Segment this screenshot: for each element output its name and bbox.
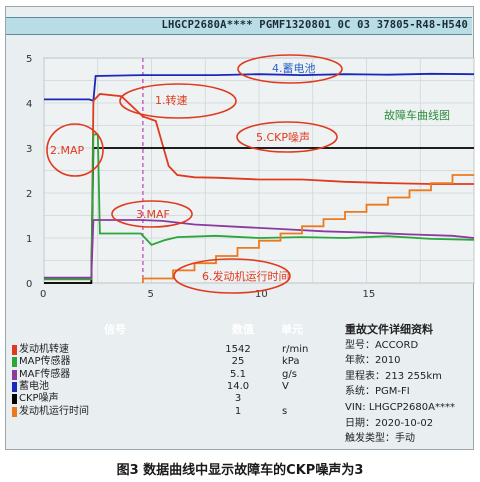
signal-value: 1 [234,405,242,417]
annotation-circle [111,200,193,228]
signal-name: CKP噪声 [19,393,59,405]
table-row: MAP传感器 25 kPa [12,356,316,368]
info-odometer: 里程表：213 255km [345,370,442,382]
annotation-label: 1.转速 [155,93,188,107]
figure-caption: 图3 数据曲线中显示故障车的CKP噪声为3 [116,463,364,478]
x-tick-label: 0 [40,289,46,300]
signal-name: 蓄电池 [19,380,49,392]
info-vin: VIN: LHGCP2680A**** [345,401,455,413]
series-line [44,133,475,281]
chart-title: 故障车曲线图 [384,108,450,122]
table-row: CKP噪声 3 [12,393,316,405]
info-date: 日期：2020-10-02 [345,417,434,429]
signal-unit: kPa [282,356,300,368]
annotation-circle [46,123,104,177]
signal-value: 25 [231,356,245,368]
series-line [44,219,475,279]
header-unit: 单元 [281,323,303,336]
info-year: 年款：2010 [345,355,401,367]
y-tick-label: 1 [26,234,32,245]
signal-color-swatch [12,394,17,405]
signal-value: 3 [234,393,242,405]
table-row: 发动机转速 1542 r/min [12,344,316,356]
signal-color-swatch [12,369,17,380]
header-bar [6,17,472,35]
signal-value: 14.0 [226,380,250,392]
signal-value: 5.1 [230,368,246,380]
y-tick-label: 2 [26,189,32,200]
annotation-circle [119,83,237,119]
annotation-label: 3.MAF [136,208,170,221]
y-tick-label: 0 [26,279,32,290]
y-tick-label: 3 [26,144,32,155]
series-line [44,93,474,284]
info-system: 系统：PGM-FI [345,386,410,398]
annotation-label: 6.发动机运行时间 [202,269,290,283]
freeze-frame-info: 重故文件详细资料 型号：ACCORD 年款：2010 里程表：213 255km… [345,322,470,447]
signal-unit: V [282,380,289,392]
annotation-circle [236,121,338,153]
signal-name: MAF传感器 [19,368,71,380]
signal-value: 1542 [225,344,251,355]
x-tick-label: 5 [148,289,154,300]
signal-unit: g/s [282,368,297,380]
table-row: MAF传感器 5.1 g/s [12,369,316,381]
signal-name: MAP传感器 [19,356,71,368]
signal-unit: r/min [282,344,309,355]
signal-color-swatch [12,357,17,368]
table-row: 发动机运行时间 1 s [12,406,316,418]
header-value: 数值 [232,323,254,336]
annotation-label: 4.蓄电池 [272,62,316,75]
annotation-circle [173,258,291,294]
info-title: 重故文件详细资料 [345,323,433,336]
signal-color-swatch [12,345,17,355]
info-trigger: 触发类型：手动 [345,433,415,445]
y-tick-label: 4 [26,99,32,110]
annotation-circle [237,54,343,84]
y-tick-label: 5 [26,54,32,65]
signal-name: 发动机运行时间 [19,405,89,417]
annotation-label: 5.CKP噪声 [256,130,310,144]
annotation-label: 2.MAP [50,144,85,157]
x-tick-label: 10 [255,289,268,300]
x-tick-label: 15 [363,289,376,300]
info-model: 型号：ACCORD [345,339,419,351]
vehicle-id-header: LHGCP2680A**** PGMF1320801 0C 03 37805-R… [161,19,468,31]
table-row: 蓄电池 14.0 V [12,381,316,393]
signal-unit: s [282,405,288,417]
signal-color-swatch [12,406,17,417]
signal-name: 发动机转速 [19,344,69,355]
header-signal: 信号 [104,323,126,336]
signal-color-swatch [12,381,17,392]
